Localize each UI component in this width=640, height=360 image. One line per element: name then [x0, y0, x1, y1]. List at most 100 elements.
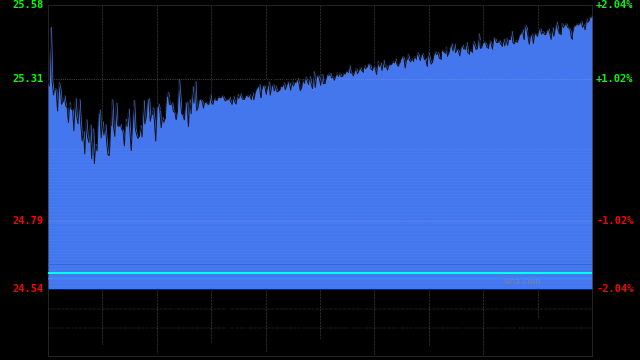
Bar — [103, 329, 104, 356]
Bar — [111, 352, 113, 356]
Bar — [211, 343, 212, 356]
Bar — [578, 351, 579, 356]
Bar — [210, 355, 211, 356]
Bar — [99, 333, 100, 356]
Bar — [100, 355, 102, 356]
Bar — [152, 348, 154, 356]
Bar — [120, 330, 121, 356]
Bar — [467, 352, 468, 356]
Bar — [84, 346, 85, 356]
Bar — [414, 321, 415, 356]
Bar — [429, 346, 430, 356]
Bar — [392, 351, 394, 356]
Bar — [481, 353, 482, 356]
Bar — [154, 350, 155, 356]
Bar — [445, 329, 447, 356]
Bar — [202, 350, 203, 356]
Bar — [450, 355, 451, 356]
Bar — [415, 354, 417, 356]
Bar — [390, 349, 391, 356]
Bar — [497, 350, 499, 356]
Bar — [549, 347, 550, 356]
Bar — [421, 341, 422, 356]
Bar — [403, 348, 404, 356]
Bar — [275, 355, 276, 356]
Bar — [90, 346, 91, 356]
Bar — [95, 331, 96, 356]
Bar — [259, 351, 260, 356]
Bar — [509, 353, 511, 356]
Bar — [584, 350, 586, 356]
Bar — [518, 337, 519, 356]
Bar — [568, 345, 570, 356]
Bar — [433, 352, 435, 356]
Bar — [369, 338, 371, 356]
Bar — [67, 347, 68, 356]
Bar — [479, 355, 481, 356]
Bar — [548, 336, 549, 356]
Bar — [373, 349, 374, 356]
Bar — [49, 344, 50, 356]
Bar — [215, 352, 216, 356]
Bar — [499, 355, 500, 356]
Bar — [161, 347, 162, 356]
Bar — [50, 348, 51, 356]
Bar — [56, 346, 57, 356]
Bar — [541, 343, 542, 356]
Bar — [338, 352, 339, 356]
Bar — [586, 355, 587, 356]
Bar — [150, 350, 151, 356]
Bar — [244, 354, 245, 356]
Bar — [556, 353, 557, 356]
Bar — [357, 355, 358, 356]
Bar — [324, 352, 325, 356]
Bar — [559, 332, 560, 356]
Bar — [251, 352, 252, 356]
Bar — [278, 336, 279, 356]
Bar — [342, 353, 343, 356]
Bar — [358, 346, 360, 356]
Bar — [424, 347, 425, 356]
Bar — [516, 318, 518, 356]
Bar — [267, 348, 268, 356]
Bar — [567, 331, 568, 356]
Bar — [285, 346, 286, 356]
Bar — [328, 352, 330, 356]
Bar — [269, 338, 271, 356]
Bar — [255, 352, 256, 356]
Bar — [534, 345, 535, 356]
Bar — [139, 353, 140, 356]
Bar — [561, 350, 563, 356]
Bar — [395, 344, 396, 356]
Bar — [236, 348, 237, 356]
Bar — [579, 341, 580, 356]
Bar — [550, 351, 552, 356]
Bar — [323, 352, 324, 356]
Bar — [233, 316, 234, 356]
Bar — [466, 355, 467, 356]
Bar — [582, 340, 583, 356]
Bar — [345, 350, 346, 356]
Bar — [381, 355, 383, 356]
Bar — [315, 349, 316, 356]
Bar — [88, 355, 90, 356]
Bar — [166, 354, 167, 356]
Bar — [361, 351, 362, 356]
Bar — [317, 347, 319, 356]
Bar — [495, 346, 496, 356]
Bar — [542, 350, 543, 356]
Bar — [77, 335, 79, 356]
Text: -1.02%: -1.02% — [596, 216, 634, 226]
Bar — [310, 338, 312, 356]
Bar — [133, 348, 134, 356]
Bar — [589, 340, 590, 356]
Bar — [391, 354, 392, 356]
Bar — [282, 332, 283, 356]
Bar — [491, 351, 492, 356]
Bar — [547, 346, 548, 356]
Bar — [308, 355, 309, 356]
Bar — [204, 344, 205, 356]
Bar — [172, 355, 173, 356]
Bar — [331, 353, 332, 356]
Bar — [500, 301, 501, 356]
